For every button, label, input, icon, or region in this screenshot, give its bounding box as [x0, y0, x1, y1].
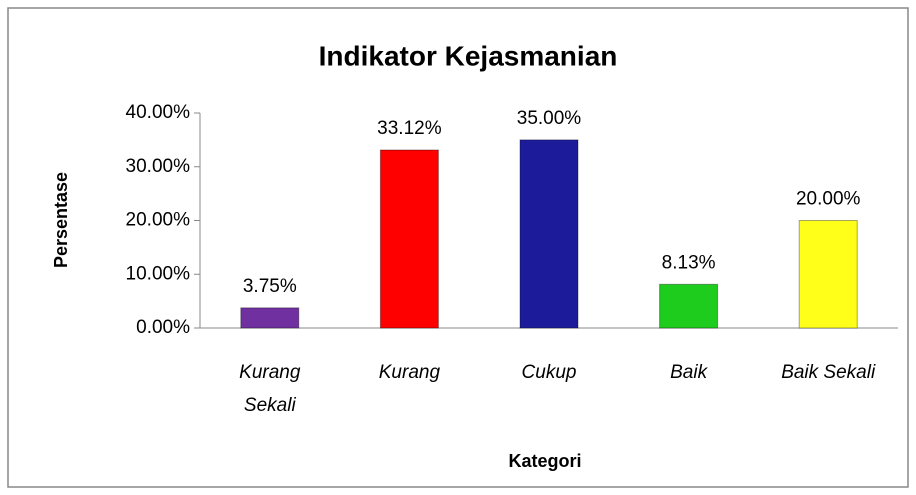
- bar: [798, 220, 858, 329]
- bar: [659, 283, 719, 329]
- y-tick-label: 0.00%: [136, 317, 190, 338]
- chart-border: [7, 7, 909, 488]
- value-label: 33.12%: [377, 118, 442, 139]
- x-tick-label: Kurang Sekali: [239, 362, 301, 416]
- chart-title: Indikator Kejasmanian: [319, 40, 618, 71]
- y-tick-label: 40.00%: [126, 102, 191, 123]
- value-label: 35.00%: [517, 108, 582, 129]
- x-tick-label: Baik: [670, 362, 708, 383]
- bar: [519, 139, 579, 329]
- x-axis-label: Kategori: [508, 451, 581, 471]
- y-tick-label: 20.00%: [126, 210, 191, 231]
- x-tick-label: Baik Sekali: [781, 362, 876, 383]
- x-tick-label: Kurang: [378, 362, 441, 383]
- y-axis-label: Persentase: [51, 172, 71, 268]
- value-label: 3.75%: [243, 276, 297, 297]
- y-tick-label: 30.00%: [126, 156, 191, 177]
- bar: [240, 307, 300, 329]
- x-tick-label: Cukup: [521, 362, 577, 383]
- bar: [379, 149, 439, 329]
- y-tick-label: 10.00%: [126, 263, 191, 284]
- value-label: 20.00%: [796, 189, 861, 210]
- value-label: 8.13%: [662, 252, 716, 273]
